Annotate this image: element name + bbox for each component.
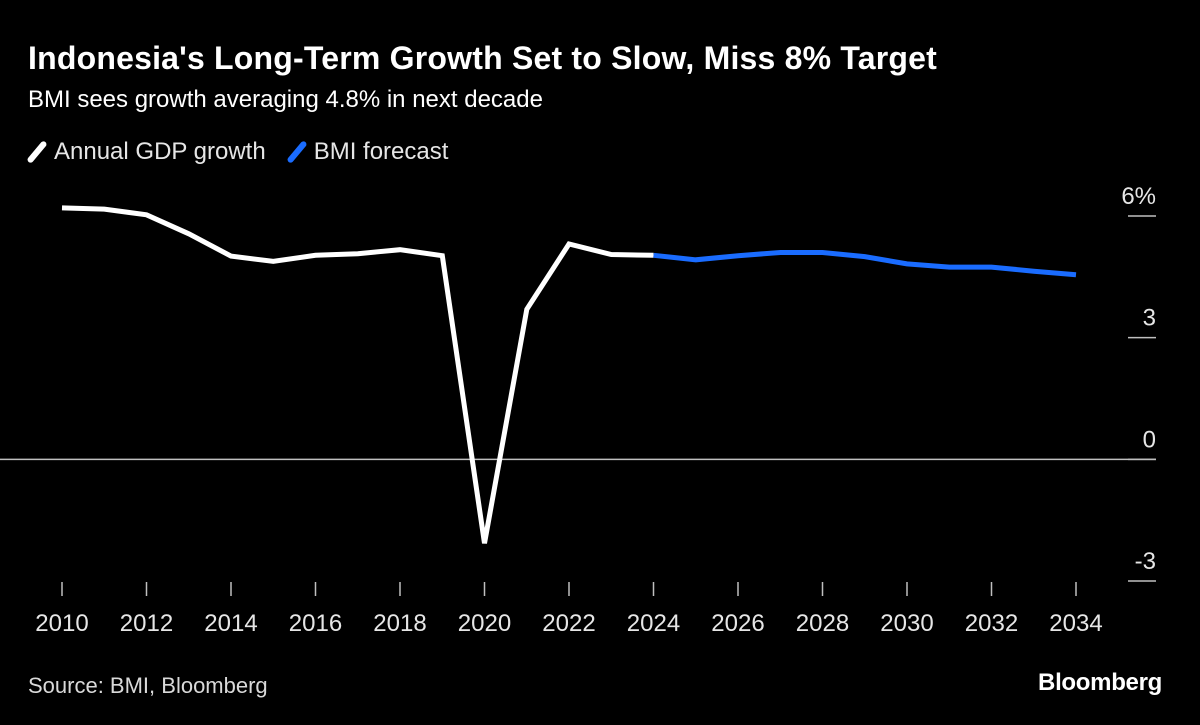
- x-tick-label: 2014: [204, 610, 257, 637]
- x-tick-label: 2030: [880, 610, 933, 637]
- bloomberg-logo: Bloomberg: [1038, 669, 1162, 696]
- legend-item-annual-gdp: Annual GDP growth: [26, 138, 266, 166]
- x-tick-label: 2010: [35, 610, 88, 637]
- source-note: Source: BMI, Bloomberg: [28, 673, 268, 698]
- x-tick-label: 2028: [796, 610, 849, 637]
- series-line-annual-gdp: [61, 205, 654, 544]
- legend: Annual GDP growth BMI forecast: [26, 138, 470, 166]
- legend-label-annual-gdp: Annual GDP growth: [54, 138, 266, 165]
- x-tick-label: 2032: [965, 610, 1018, 637]
- legend-item-bmi-forecast: BMI forecast: [286, 138, 449, 166]
- y-tick-label: -3: [1135, 548, 1156, 575]
- x-tick-label: 2020: [458, 610, 511, 637]
- x-tick-label: 2026: [711, 610, 764, 637]
- x-tick-label: 2016: [289, 610, 342, 637]
- series-line-bmi-forecast: [653, 250, 1077, 278]
- x-tick-label: 2022: [542, 610, 595, 637]
- y-tick-label: 6%: [1121, 183, 1156, 210]
- x-tick-label: 2018: [373, 610, 426, 637]
- x-tick-label: 2034: [1049, 610, 1102, 637]
- legend-label-bmi-forecast: BMI forecast: [313, 138, 449, 165]
- chart-subtitle: BMI sees growth averaging 4.8% in next d…: [28, 86, 543, 113]
- y-tick-label: 3: [1143, 305, 1156, 332]
- y-tick-label: 0: [1143, 426, 1156, 453]
- chart-title: Indonesia's Long-Term Growth Set to Slow…: [28, 40, 937, 76]
- x-tick-label: 2024: [627, 610, 680, 637]
- x-tick-label: 2012: [120, 610, 173, 637]
